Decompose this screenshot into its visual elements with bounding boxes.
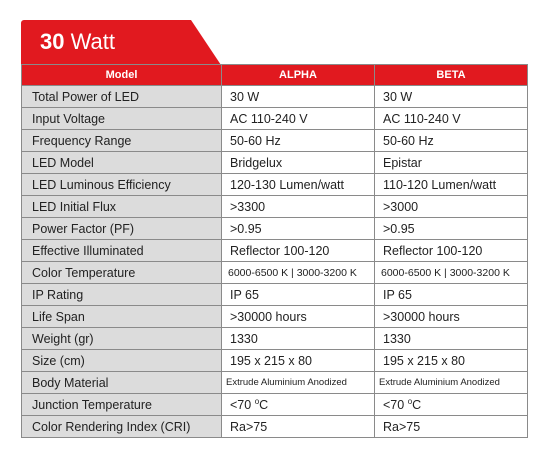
table-row: LED Initial Flux >3300 >3000 (21, 195, 528, 218)
degree-sign: o (407, 396, 413, 406)
table-row: Weight (gr) 1330 1330 (21, 327, 528, 350)
beta-value: Reflector 100-120 (374, 239, 528, 262)
alpha-value: >3300 (221, 195, 375, 218)
title-unit: Watt (64, 29, 116, 54)
row-label: Color Rendering Index (CRI) (21, 415, 222, 438)
beta-value: 195 x 215 x 80 (374, 349, 528, 372)
row-label: Life Span (21, 305, 222, 328)
beta-value: 110-120 Lumen/watt (374, 173, 528, 196)
beta-value: >30000 hours (374, 305, 528, 328)
table-row: Frequency Range 50-60 Hz 50-60 Hz (21, 129, 528, 152)
row-label: Total Power of LED (21, 85, 222, 108)
title-wattage: 30 (40, 29, 65, 54)
alpha-value: 1330 (221, 327, 375, 350)
table-row: Color Rendering Index (CRI) Ra>75 Ra>75 (21, 415, 528, 438)
row-label: LED Luminous Efficiency (21, 173, 222, 196)
alpha-value: 120-130 Lumen/watt (221, 173, 375, 196)
beta-value: >3000 (374, 195, 528, 218)
table-row: Input Voltage AC 110-240 V AC 110-240 V (21, 107, 528, 130)
alpha-value: 30 W (221, 85, 375, 108)
header-beta: BETA (374, 64, 528, 86)
header-row: Model ALPHA BETA (21, 64, 528, 86)
table-row: Total Power of LED 30 W 30 W (21, 85, 528, 108)
row-label: Junction Temperature (21, 393, 222, 416)
beta-value: 50-60 Hz (374, 129, 528, 152)
alpha-value: 50-60 Hz (221, 129, 375, 152)
table-row: Body Material Extrude Aluminium Anodized E… (21, 371, 528, 394)
title-label: 30 Watt (40, 29, 115, 55)
beta-value: 6000-6500 K | 3000-3200 K (374, 261, 528, 284)
alpha-temp: <70 (230, 398, 255, 413)
beta-value: 1330 (374, 327, 528, 350)
alpha-value: >0.95 (221, 217, 375, 240)
table-row: Color Temperature 6000-6500 K | 3000-3200… (21, 261, 528, 284)
row-label: Weight (gr) (21, 327, 222, 350)
beta-value: IP 65 (374, 283, 528, 306)
row-label: Power Factor (PF) (21, 217, 222, 240)
alpha-value: Bridgelux (221, 151, 375, 174)
alpha-value: Ra>75 (221, 415, 375, 438)
table-row: Junction Temperature <70 oC <70 oC (21, 393, 528, 416)
table-row: Effective Illuminated Reflector 100-120 Re… (21, 239, 528, 262)
degree-sign: o (254, 396, 260, 406)
table-row: LED Luminous Efficiency 120-130 Lumen/wat… (21, 173, 528, 196)
row-label: Input Voltage (21, 107, 222, 130)
row-label: LED Initial Flux (21, 195, 222, 218)
table-row: Size (cm) 195 x 215 x 80 195 x 215 x 80 (21, 349, 528, 372)
beta-value: >0.95 (374, 217, 528, 240)
alpha-value: Extrude Aluminium Anodized (221, 371, 375, 394)
alpha-value: Reflector 100-120 (221, 239, 375, 262)
beta-value: Extrude Aluminium Anodized (374, 371, 528, 394)
row-label: Body Material (21, 371, 222, 394)
title-tab (21, 20, 221, 65)
alpha-value: >30000 hours (221, 305, 375, 328)
beta-value: AC 110-240 V (374, 107, 528, 130)
alpha-value: IP 65 (221, 283, 375, 306)
row-label: Size (cm) (21, 349, 222, 372)
row-label: Color Temperature (21, 261, 222, 284)
header-model: Model (21, 64, 222, 86)
alpha-value: 6000-6500 K | 3000-3200 K (221, 261, 375, 284)
beta-temp: <70 (383, 398, 408, 413)
table-row: Power Factor (PF) >0.95 >0.95 (21, 217, 528, 240)
row-label: LED Model (21, 151, 222, 174)
beta-value: Epistar (374, 151, 528, 174)
row-label: Frequency Range (21, 129, 222, 152)
row-label: Effective Illuminated (21, 239, 222, 262)
alpha-value: <70 oC (221, 393, 375, 416)
alpha-value: 195 x 215 x 80 (221, 349, 375, 372)
table-row: LED Model Bridgelux Epistar (21, 151, 528, 174)
table-row: Life Span >30000 hours >30000 hours (21, 305, 528, 328)
header-alpha: ALPHA (221, 64, 375, 86)
row-label: IP Rating (21, 283, 222, 306)
beta-value: Ra>75 (374, 415, 528, 438)
alpha-value: AC 110-240 V (221, 107, 375, 130)
temp-unit: C (412, 398, 422, 413)
temp-unit: C (259, 398, 269, 413)
beta-value: <70 oC (374, 393, 528, 416)
table-row: IP Rating IP 65 IP 65 (21, 283, 528, 306)
beta-value: 30 W (374, 85, 528, 108)
